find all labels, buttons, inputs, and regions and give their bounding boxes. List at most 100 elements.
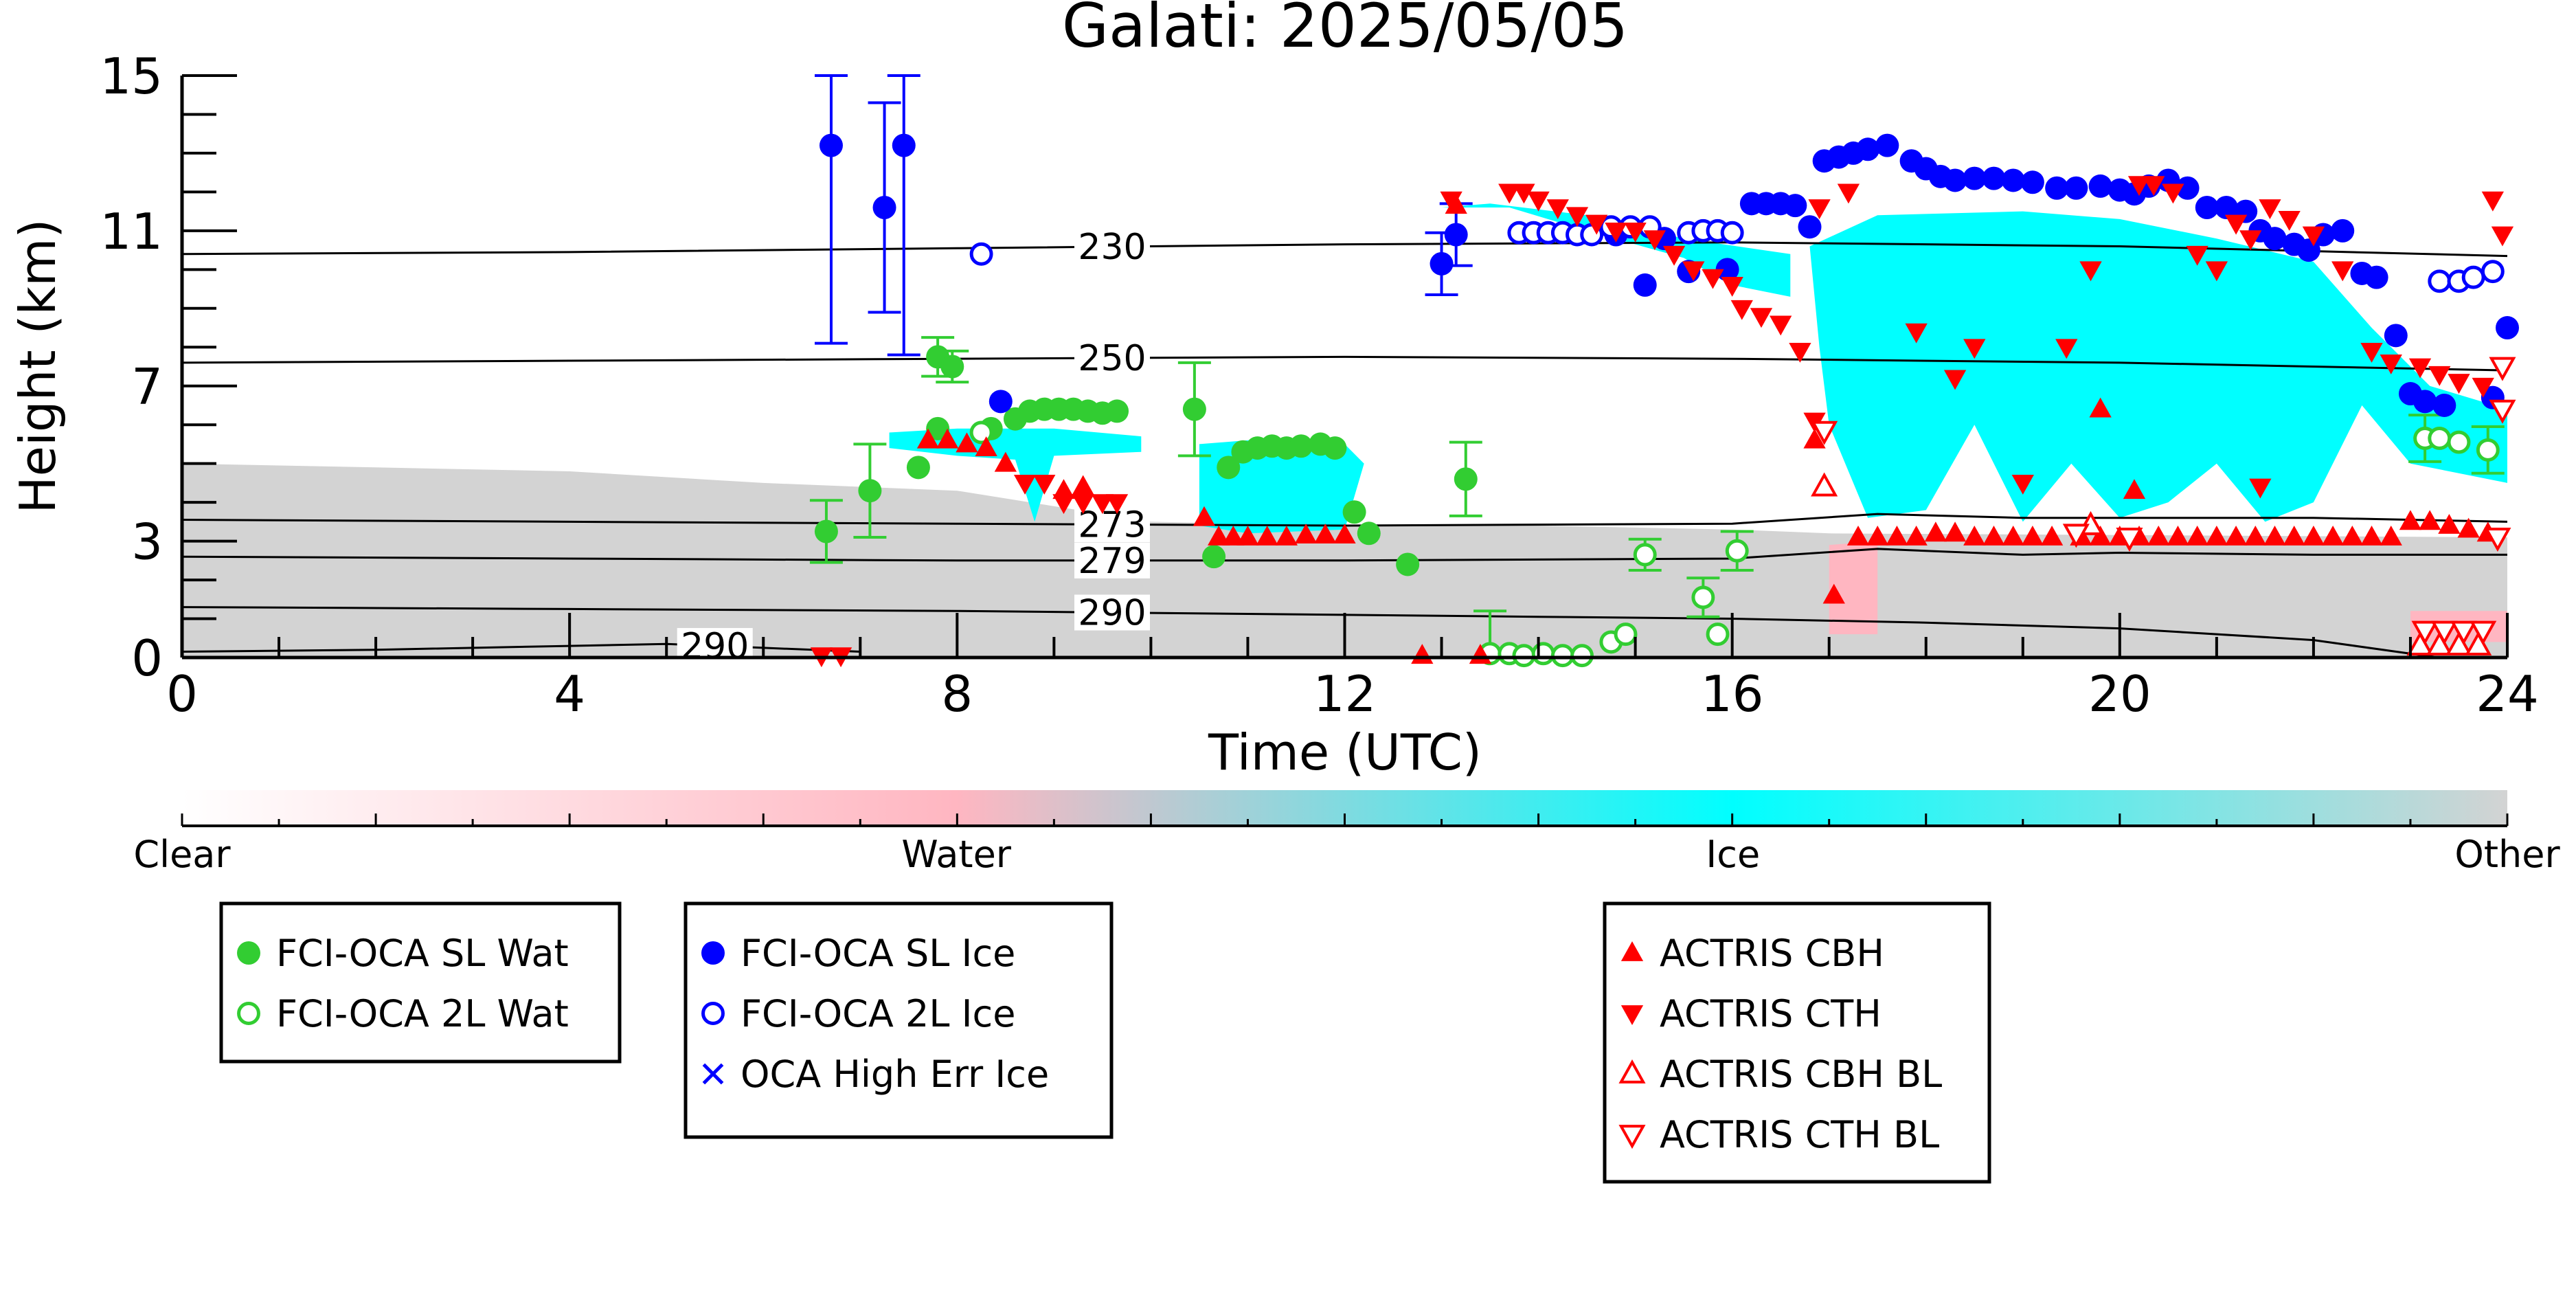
data-point-actris-cth-26 xyxy=(1905,323,1928,344)
data-point-fci-oca-2l-ice-16 xyxy=(2461,265,2485,289)
isotherm-label-2: 273 xyxy=(1078,504,1146,546)
data-point-actris-cth-20 xyxy=(1730,300,1753,320)
isotherm-label-3: 279 xyxy=(1078,541,1146,582)
data-point-actris-cbh-12 xyxy=(1275,525,1298,546)
data-point-actris-cbh-14 xyxy=(1314,524,1337,544)
data-point-actris-cth-bl-7 xyxy=(2484,528,2511,552)
data-point-fci-oca-sl-ice-25 xyxy=(1963,166,1987,190)
data-point-actris-cbh-53 xyxy=(2123,479,2146,499)
data-point-actris-cth-bl-9 xyxy=(2489,399,2516,424)
data-point-actris-cbh-46 xyxy=(2380,525,2402,546)
data-point-actris-cth-12 xyxy=(1585,214,1608,235)
x-axis-label: Time (UTC) xyxy=(1208,723,1482,781)
data-point-actris-cth-13 xyxy=(1605,222,1627,243)
data-point-actris-cth-15 xyxy=(1643,230,1666,251)
data-point-actris-cth-22 xyxy=(1770,315,1792,336)
data-point-actris-cbh-29 xyxy=(2040,525,2064,546)
y-tick-label-3: 3 xyxy=(131,513,163,571)
data-point-actris-cbh-bl-5 xyxy=(2465,631,2492,655)
legend-label-actris-cbh-bl: ACTRIS CBH BL xyxy=(1660,1053,1942,1096)
isotherm-label-bg-5 xyxy=(677,628,753,658)
data-point-actris-cbh-54 xyxy=(1803,428,1826,449)
data-point-fci-oca-2l-wat-16 xyxy=(2476,438,2500,462)
isotherm-label-bg-3 xyxy=(1074,542,1150,579)
legend-marker-fci-oca-sl-wat xyxy=(237,941,260,965)
x-tick-label-0: 0 xyxy=(166,665,198,723)
data-point-actris-cth-4 xyxy=(1091,494,1114,515)
data-point-actris-cth-bl-5 xyxy=(2450,620,2478,645)
data-point-actris-cbh-40 xyxy=(2263,525,2286,546)
data-point-fci-oca-sl-ice-47 xyxy=(2364,265,2388,289)
cloud-classification-background xyxy=(182,203,2507,658)
data-point-fci-oca-sl-wat-24 xyxy=(1323,436,1347,460)
data-point-actris-cbh-8 xyxy=(1207,525,1230,546)
data-point-actris-cth-47 xyxy=(2448,374,2470,394)
colorbar: Clear Water Ice Other xyxy=(133,790,2560,876)
data-point-fci-oca-sl-ice-24 xyxy=(1943,168,1967,192)
isotherm-line-0 xyxy=(182,241,2507,258)
data-point-actris-cth-2 xyxy=(1052,494,1075,515)
isotherm-label-bg-4 xyxy=(1074,594,1150,631)
data-point-actris-cbh-0 xyxy=(916,428,940,449)
data-point-actris-cbh-21 xyxy=(1886,525,1908,546)
data-point-actris-cth-43 xyxy=(2360,343,2383,363)
legend-box-2 xyxy=(1603,901,1991,1184)
data-point-actris-cbh-34 xyxy=(2147,525,2170,546)
data-point-fci-oca-2l-ice-14 xyxy=(2428,269,2452,293)
legend-marker-actris-cth-bl xyxy=(1618,1125,1646,1149)
data-point-fci-oca-2l-ice-17 xyxy=(2481,260,2505,284)
data-point-fci-oca-sl-ice-3 xyxy=(988,390,1013,414)
legend-marker-actris-cbh xyxy=(1620,941,1644,961)
data-point-actris-cbh-47 xyxy=(2399,510,2422,530)
data-point-actris-cbh-38 xyxy=(2224,525,2248,546)
legend-marker-actris-cth xyxy=(1620,1005,1644,1025)
data-point-actris-cth-24 xyxy=(1808,199,1831,219)
data-point-actris-cbh-20 xyxy=(1866,525,1889,546)
data-point-actris-cbh-2 xyxy=(956,432,978,453)
data-point-actris-cth-48 xyxy=(2472,377,2494,398)
legend-marker-fci-oca-sl-ice xyxy=(701,941,725,965)
data-point-actris-cth-29 xyxy=(2011,475,2034,495)
data-point-fci-oca-sl-ice-7 xyxy=(1633,273,1657,297)
data-point-actris-cth-25 xyxy=(1837,183,1860,204)
data-point-actris-cth-6 xyxy=(1440,191,1462,212)
data-point-fci-oca-sl-ice-15 xyxy=(1798,215,1822,239)
series-actris-cbh-bl xyxy=(1811,472,2492,655)
isotherm-line-4 xyxy=(182,606,2440,658)
data-point-actris-cth-23 xyxy=(1789,343,1811,363)
y-tick-label-15: 15 xyxy=(100,47,163,105)
data-point-actris-cbh-6 xyxy=(1072,475,1094,495)
data-point-actris-cth-37 xyxy=(2224,214,2248,235)
data-point-actris-cbh-24 xyxy=(1943,521,1967,542)
data-point-actris-cbh-35 xyxy=(2167,525,2189,546)
data-point-actris-cth-bl-8 xyxy=(2489,357,2516,381)
data-point-fci-oca-sl-ice-4 xyxy=(1430,251,1454,276)
data-point-actris-cbh-5 xyxy=(1052,479,1075,499)
data-point-fci-oca-sl-ice-31 xyxy=(2088,174,2112,198)
data-point-fci-oca-sl-wat-4 xyxy=(940,355,964,379)
legend-label-actris-cbh: ACTRIS CBH xyxy=(1660,932,1884,975)
data-point-fci-oca-2l-wat-14 xyxy=(2428,427,2452,450)
data-point-actris-cbh-25 xyxy=(1963,525,1986,546)
legend-label-actris-cth-bl: ACTRIS CTH BL xyxy=(1660,1113,1939,1156)
data-point-actris-cbh-3 xyxy=(975,436,997,456)
data-point-actris-cbh-22 xyxy=(1905,525,1928,546)
data-point-actris-cbh-36 xyxy=(2186,525,2208,546)
data-point-actris-cbh-9 xyxy=(1222,525,1245,546)
legend-marker-oca-high-err-ice xyxy=(702,1063,724,1085)
data-point-actris-cbh-50 xyxy=(2457,517,2480,538)
data-point-fci-oca-sl-ice-53 xyxy=(2496,316,2519,340)
data-point-actris-cbh-bl-2 xyxy=(2406,631,2434,655)
chart-title: Galati: 2025/05/05 xyxy=(1062,0,1628,61)
data-point-fci-oca-sl-ice-20 xyxy=(1875,133,1899,157)
axes: 0 3 7 11 15 0 4 8 12 16 20 24 xyxy=(100,47,2538,723)
data-point-actris-cth-52 xyxy=(2249,478,2272,499)
data-point-fci-oca-sl-wat-25 xyxy=(1342,500,1366,524)
data-point-actris-cth-17 xyxy=(1682,261,1705,282)
data-point-actris-cbh-4 xyxy=(994,451,1017,472)
data-point-fci-oca-sl-wat-14 xyxy=(1105,399,1129,423)
series-fci-oca-sl-wat xyxy=(809,336,1482,576)
